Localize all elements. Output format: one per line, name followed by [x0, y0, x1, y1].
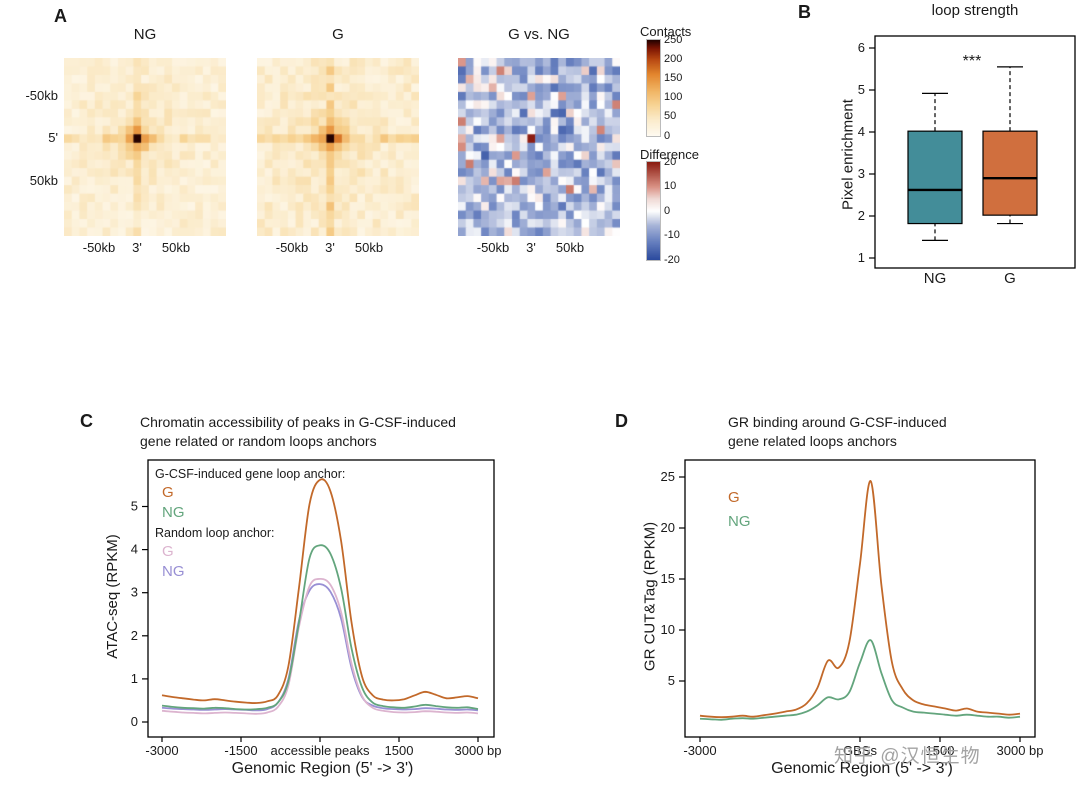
heatmap-diff-title: G vs. NG	[508, 26, 570, 43]
panel-c-label: C	[80, 411, 93, 431]
y-tick-label: 4	[131, 542, 138, 557]
boxplot-y-tick-label: 3	[858, 166, 865, 181]
heatmap-ng-title: NG	[133, 26, 157, 43]
difference-colorbar	[646, 161, 661, 261]
y-tick-label: 2	[131, 628, 138, 643]
heatmap-ng	[64, 58, 226, 236]
atac-legend-g-gcsf: G	[162, 484, 174, 501]
y-tick-label: 0	[131, 714, 138, 729]
boxplot-y-tick-label: 6	[858, 40, 865, 55]
atac-x-axis-label: Genomic Region (5' -> 3')	[231, 760, 414, 777]
x-tick-label: -3000	[145, 743, 178, 758]
contacts-colorbar-title: Contacts	[640, 24, 692, 39]
series-0	[699, 480, 1021, 719]
boxplot-plot: 1 2 3 4 5 6 NG G ***	[858, 35, 1076, 287]
gr-x-axis-label: Genomic Region (5' -> 3')	[771, 760, 953, 777]
difference-colorbar-tick: 20	[664, 156, 677, 168]
plot-frame	[147, 459, 495, 738]
heatmap-x-tick: -50kb	[82, 240, 116, 255]
boxplot-title: loop strength	[931, 2, 1019, 19]
contacts-colorbar-tick: 250	[664, 34, 683, 46]
boxplot-y-tick-label: 2	[858, 208, 865, 223]
y-tick-label: 5	[131, 499, 138, 514]
y-tick-label: 10	[661, 622, 675, 637]
heatmap-g-title: G	[332, 26, 344, 43]
x-tick-label: -3000	[683, 743, 716, 758]
difference-colorbar-tick: -10	[664, 229, 680, 241]
difference-colorbar-title: Difference	[640, 147, 700, 162]
atac-plot: 0 1 2 3 4 5 -3000 -1500 accessible peaks 1500 3000…	[131, 459, 502, 758]
atac-legend-ng-random: NG	[162, 563, 185, 580]
atac-legend-ng-gcsf: NG	[162, 504, 185, 521]
difference-colorbar-tick: 0	[664, 205, 671, 217]
gr-plot: 5 10 15 20 25 -3000 GBSs 1500 3000 bp	[661, 459, 1044, 758]
y-tick-label: 15	[661, 571, 675, 586]
x-tick-label: 1500	[926, 743, 955, 758]
panel-d-label: D	[615, 411, 628, 431]
watermark: 知乎 @汉恒生物	[834, 746, 981, 767]
contacts-colorbar-tick: 100	[664, 91, 683, 103]
heatmap-g	[257, 58, 419, 236]
series-1	[699, 639, 1021, 721]
boxplot-frame	[874, 35, 1076, 269]
box-ng	[907, 130, 963, 225]
panel-a-label: A	[54, 6, 67, 26]
difference-colorbar-tick: -20	[664, 254, 680, 266]
gr-title-line2: gene related loops anchors	[728, 433, 897, 449]
y-tick-label: 5	[668, 673, 675, 688]
atac-legend-header-random: Random loop anchor:	[155, 526, 275, 540]
gr-legend-ng: NG	[728, 513, 751, 530]
y-tick-label: 1	[131, 671, 138, 686]
series-1	[161, 544, 479, 711]
difference-colorbar-tick: 10	[664, 180, 677, 192]
contacts-colorbar	[646, 39, 661, 137]
contacts-colorbar-tick: 50	[664, 110, 677, 122]
atac-title-line1: Chromatin accessibility of peaks in G-CS…	[140, 414, 456, 430]
series-2	[161, 577, 479, 715]
heatmap-x-tick: -50kb	[476, 240, 510, 255]
heatmap-y-tick: 50kb	[29, 173, 58, 188]
boxplot-category-label: G	[1004, 270, 1016, 287]
heatmap-y-tick: -50kb	[25, 88, 58, 103]
series-3	[161, 583, 479, 712]
heatmap-x-tick: 50kb	[354, 240, 384, 255]
boxplot-y-tick-label: 5	[858, 82, 865, 97]
box-g	[982, 130, 1038, 216]
heatmap-x-tick: 3'	[132, 240, 142, 255]
heatmap-y-tick: 5'	[48, 130, 58, 145]
heatmap-x-tick: 3'	[325, 240, 335, 255]
x-tick-label: GBSs	[843, 743, 877, 758]
significance-stars: ***	[963, 53, 982, 70]
heatmap-difference	[458, 58, 620, 236]
contacts-colorbar-tick: 0	[664, 130, 671, 142]
heatmap-x-tick: 50kb	[555, 240, 585, 255]
atac-title-line2: gene related or random loops anchors	[140, 433, 377, 449]
heatmap-x-tick: -50kb	[275, 240, 309, 255]
y-tick-label: 25	[661, 469, 675, 484]
series-0	[161, 478, 479, 704]
boxplot-y-tick-label: 1	[858, 250, 865, 265]
x-tick-label: -1500	[224, 743, 257, 758]
y-tick-label: 3	[131, 585, 138, 600]
contacts-colorbar-tick: 150	[664, 72, 683, 84]
x-tick-label: 1500	[385, 743, 414, 758]
heatmap-x-tick: 50kb	[161, 240, 191, 255]
boxplot-category-label: NG	[924, 270, 947, 287]
panel-b-label: B	[798, 2, 811, 22]
heatmap-x-tick: 3'	[526, 240, 536, 255]
contacts-colorbar-tick: 200	[664, 53, 683, 65]
x-tick-label: 3000 bp	[997, 743, 1044, 758]
y-tick-label: 20	[661, 520, 675, 535]
gr-title-line1: GR binding around G-CSF-induced	[728, 414, 947, 430]
x-tick-label: 3000 bp	[455, 743, 502, 758]
x-tick-label: accessible peaks	[271, 743, 370, 758]
boxplot-y-tick-label: 4	[858, 124, 865, 139]
atac-legend-header-gcsf: G-CSF-induced gene loop anchor:	[155, 467, 346, 481]
gr-legend-g: G	[728, 489, 740, 506]
atac-legend-g-random: G	[162, 543, 174, 560]
